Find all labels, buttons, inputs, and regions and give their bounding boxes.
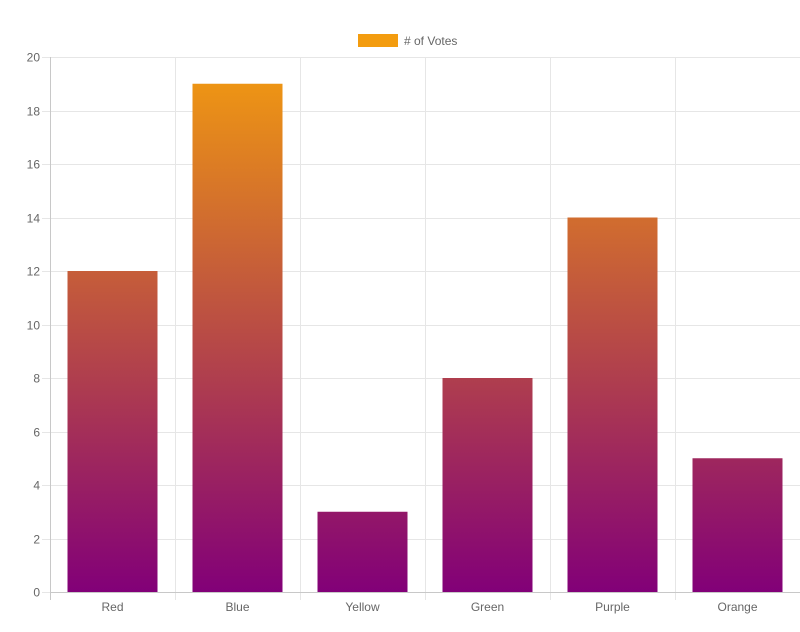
y-tick-label: 2: [33, 533, 40, 547]
y-axis-ticks: 0 2 4 6 8 10 12 14 16 18 20: [27, 51, 50, 600]
x-tick-label: Green: [471, 600, 504, 614]
y-tick-label: 20: [27, 51, 41, 65]
y-tick-label: 16: [27, 158, 41, 172]
bars: [67, 83, 783, 593]
legend[interactable]: # of Votes: [358, 34, 457, 48]
x-tick-label: Red: [101, 600, 123, 614]
bar-green[interactable]: [442, 378, 533, 592]
x-tick-label: Orange: [717, 600, 757, 614]
y-tick-label: 12: [27, 265, 41, 279]
legend-label[interactable]: # of Votes: [404, 34, 457, 48]
x-tick-label: Purple: [595, 600, 630, 614]
y-tick-label: 18: [27, 105, 41, 119]
x-tick-label: Blue: [225, 600, 249, 614]
bar-yellow[interactable]: [317, 511, 408, 592]
bar-purple[interactable]: [567, 217, 658, 593]
bar-blue[interactable]: [192, 83, 283, 592]
axes: [42, 57, 800, 600]
y-tick-label: 14: [27, 212, 41, 226]
y-tick-label: 4: [33, 479, 40, 493]
grid-lines: [42, 57, 800, 600]
x-tick-label: Yellow: [345, 600, 380, 614]
y-tick-label: 0: [33, 586, 40, 600]
legend-swatch[interactable]: [358, 34, 398, 47]
x-axis-ticks: Red Blue Yellow Green Purple Orange: [101, 600, 757, 614]
y-tick-label: 6: [33, 426, 40, 440]
bar-orange[interactable]: [692, 458, 783, 592]
y-tick-label: 8: [33, 372, 40, 386]
bar-red[interactable]: [67, 271, 158, 592]
y-tick-label: 10: [27, 319, 41, 333]
